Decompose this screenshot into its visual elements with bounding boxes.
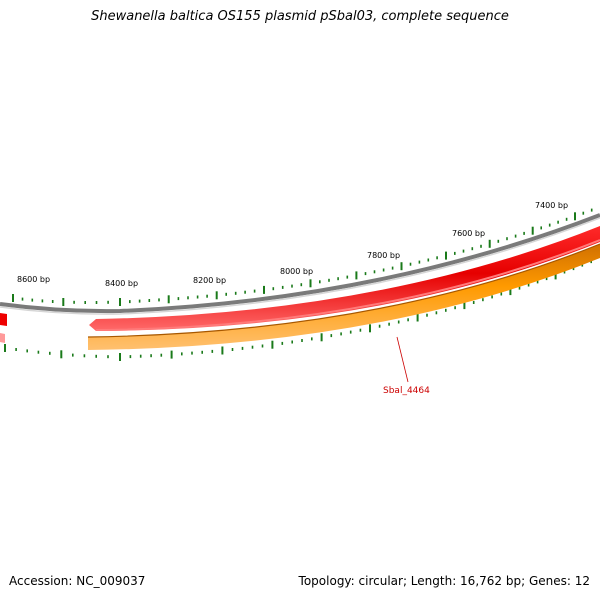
backbone-arc-highlight	[0, 217, 600, 315]
tick-label-8400: 8400 bp	[105, 279, 138, 288]
inner-tick-ring	[4, 260, 593, 361]
tick-label-8000: 8000 bp	[280, 267, 313, 276]
gene-label-sbal-4464: Sbal_4464	[383, 386, 430, 396]
tick-label-8200: 8200 bp	[193, 276, 226, 285]
tick-label-7800: 7800 bp	[367, 251, 400, 260]
tick-label-7600: 7600 bp	[452, 229, 485, 238]
tick-label-7400: 7400 bp	[535, 201, 568, 210]
gene-arrow-reverse-lower	[95, 239, 600, 331]
backbone-arc	[0, 213, 600, 314]
summary-text: Topology: circular; Length: 16,762 bp; G…	[298, 574, 590, 588]
accession-text: Accession: NC_009037	[9, 574, 146, 588]
tick-labels: 7400 bp 7600 bp 7800 bp 8000 bp 8200 bp …	[17, 201, 568, 288]
tick-label-8600: 8600 bp	[17, 275, 50, 284]
outer-tick-ring	[12, 208, 593, 306]
partial-gene-left-pink	[0, 333, 5, 343]
partial-gene-left-red	[0, 313, 7, 326]
gene-label-leader	[396, 336, 409, 383]
gene-arrow-forward	[88, 244, 600, 350]
gene-arrow-forward-edge	[87, 243, 600, 338]
map-title: Shewanella baltica OS155 plasmid pSbal03…	[91, 9, 509, 24]
